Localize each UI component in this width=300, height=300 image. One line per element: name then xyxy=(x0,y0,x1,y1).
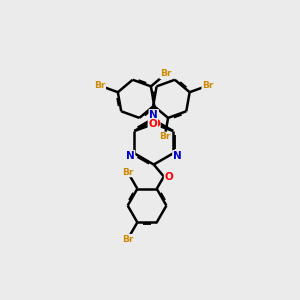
Text: Br: Br xyxy=(160,69,171,78)
Text: O: O xyxy=(148,119,157,129)
Text: N: N xyxy=(149,110,158,120)
Text: O: O xyxy=(165,172,173,182)
Text: Br: Br xyxy=(122,235,134,244)
Text: Br: Br xyxy=(202,81,214,90)
Text: O: O xyxy=(151,119,160,129)
Text: Br: Br xyxy=(122,167,134,176)
Text: Br: Br xyxy=(94,81,105,90)
Text: Br: Br xyxy=(159,133,170,142)
Text: N: N xyxy=(173,151,182,161)
Text: N: N xyxy=(126,151,134,161)
